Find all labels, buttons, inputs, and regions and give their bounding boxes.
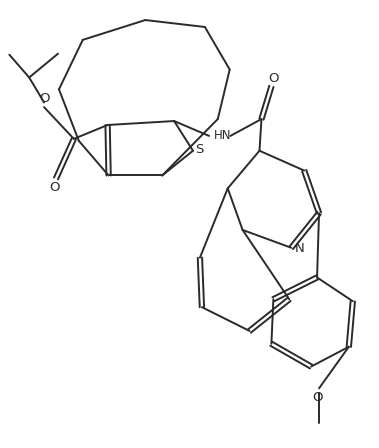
Text: O: O	[49, 181, 59, 194]
Text: S: S	[196, 143, 204, 156]
Text: O: O	[39, 92, 49, 105]
Text: O: O	[312, 391, 322, 404]
Text: N: N	[295, 242, 305, 255]
Text: O: O	[268, 72, 279, 85]
Text: HN: HN	[214, 129, 231, 142]
